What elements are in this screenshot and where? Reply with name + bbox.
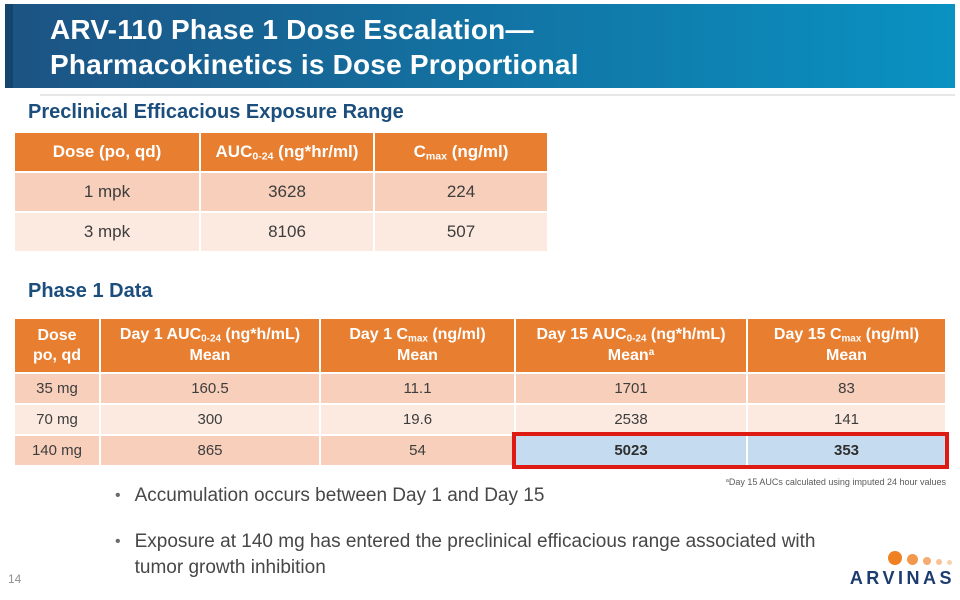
header-label: Cmax (ng/ml): [413, 141, 509, 163]
logo-dot: [888, 551, 902, 565]
table-header-row: Dose po, qd Day 1 AUC0-24 (ng*h/mL) Mean…: [15, 319, 945, 372]
bullet-icon: •: [115, 487, 121, 504]
page-number: 14: [8, 572, 22, 586]
logo-dot: [907, 554, 918, 565]
header-label: Dose (po, qd): [52, 142, 162, 162]
table-cell: 54: [321, 436, 514, 465]
bullet-item-accumulation: • Accumulation occurs between Day 1 and …: [115, 483, 544, 509]
header-line1: Day 1 Cmax (ng/ml): [349, 326, 486, 345]
header-line1: Day 15 Cmax (ng/ml): [773, 326, 920, 345]
table-cell: 1701: [516, 374, 746, 403]
header-cell-day15-auc: Day 15 AUC0-24 (ng*h/mL) Meana: [516, 319, 746, 372]
logo-wordmark: ARVINAS: [849, 568, 955, 588]
table-cell: 8106: [201, 213, 373, 251]
arvinas-logo: ARVINAS: [835, 551, 955, 589]
header-cell-auc: AUC0-24 (ng*hr/ml): [201, 133, 373, 171]
table-cell: 70 mg: [15, 405, 99, 434]
slide-title-line2: Pharmacokinetics is Dose Proportional: [50, 49, 579, 80]
table-cell: 300: [101, 405, 319, 434]
header-line1: Day 1 AUC0-24 (ng*h/mL): [119, 326, 301, 345]
header-cell-day1-auc: Day 1 AUC0-24 (ng*h/mL) Mean: [101, 319, 319, 372]
banner-underline: [40, 94, 955, 96]
table-cell: 1 mpk: [15, 173, 199, 211]
table-cell: 19.6: [321, 405, 514, 434]
logo-dots-icon: [835, 551, 955, 565]
header-cell-cmax: Cmax (ng/ml): [375, 133, 547, 171]
table-cell: 141: [748, 405, 945, 434]
table-cell: 11.1: [321, 374, 514, 403]
table-cell: 140 mg: [15, 436, 99, 465]
logo-dot: [947, 560, 952, 565]
slide-title-line1: ARV-110 Phase 1 Dose Escalation—: [50, 14, 534, 45]
table-cell: 3 mpk: [15, 213, 199, 251]
table-footnote: aDay 15 AUCs calculated using imputed 24…: [725, 477, 946, 487]
preclinical-section-heading: Preclinical Efficacious Exposure Range: [28, 101, 404, 123]
header-cell-dose: Dose (po, qd): [15, 133, 199, 171]
bullet-text: Exposure at 140 mg has entered the precl…: [134, 531, 816, 578]
table-cell: 3628: [201, 173, 373, 211]
bullet-item-exposure: • Exposure at 140 mg has entered the pre…: [115, 529, 835, 581]
table-row: 1 mpk 3628 224: [15, 173, 547, 211]
bullet-icon: •: [115, 533, 121, 550]
highlighted-table-cell: 5023: [516, 436, 746, 465]
header-cell-dose: Dose po, qd: [15, 319, 99, 372]
table-row: 35 mg 160.5 11.1 1701 83: [15, 374, 945, 403]
table-cell: 507: [375, 213, 547, 251]
phase1-data-table: Dose po, qd Day 1 AUC0-24 (ng*h/mL) Mean…: [15, 319, 945, 467]
header-label: AUC0-24 (ng*hr/ml): [215, 141, 359, 163]
slide-title: ARV-110 Phase 1 Dose Escalation— Pharmac…: [5, 4, 955, 82]
highlighted-table-cell: 353: [748, 436, 945, 465]
table-row: 3 mpk 8106 507: [15, 213, 547, 251]
header-line1: Day 15 AUC0-24 (ng*h/mL): [536, 326, 726, 345]
header-cell-day15-cmax: Day 15 Cmax (ng/ml) Mean: [748, 319, 945, 372]
header-cell-day1-cmax: Day 1 Cmax (ng/ml) Mean: [321, 319, 514, 372]
logo-dot: [936, 559, 942, 565]
table-row: 140 mg 865 54 5023 353: [15, 436, 945, 465]
table-cell: 224: [375, 173, 547, 211]
logo-dot: [923, 557, 931, 565]
header-line2: Meana: [607, 346, 655, 364]
preclinical-exposure-table: Dose (po, qd) AUC0-24 (ng*hr/ml) Cmax (n…: [15, 133, 547, 253]
table-cell: 865: [101, 436, 319, 465]
table-cell: 2538: [516, 405, 746, 434]
table-cell: 160.5: [101, 374, 319, 403]
table-header-row: Dose (po, qd) AUC0-24 (ng*hr/ml) Cmax (n…: [15, 133, 547, 171]
table-cell: 35 mg: [15, 374, 99, 403]
title-banner: ARV-110 Phase 1 Dose Escalation— Pharmac…: [5, 4, 955, 88]
bullet-text: Accumulation occurs between Day 1 and Da…: [134, 485, 545, 506]
table-cell: 83: [748, 374, 945, 403]
table-row: 70 mg 300 19.6 2538 141: [15, 405, 945, 434]
phase1-section-heading: Phase 1 Data: [28, 280, 153, 302]
